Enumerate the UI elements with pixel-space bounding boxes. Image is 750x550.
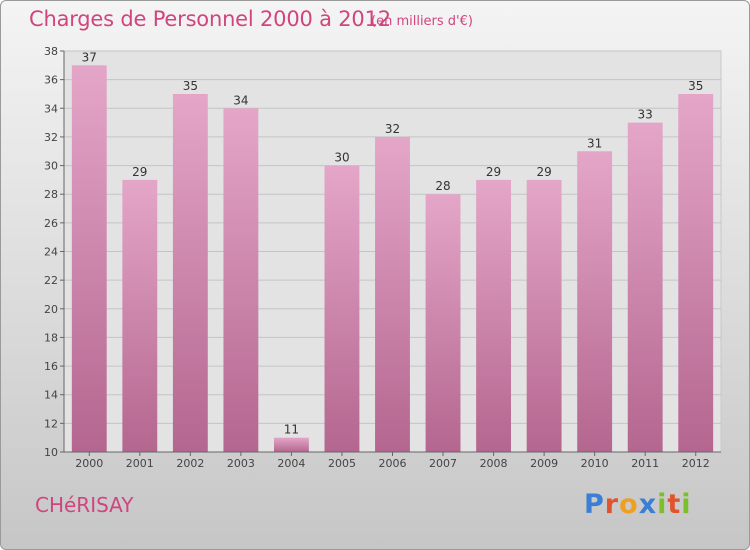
x-tick-label: 2011 xyxy=(631,457,659,470)
bar-value-label: 37 xyxy=(82,50,97,64)
bar xyxy=(375,136,410,452)
bar-value-label: 32 xyxy=(385,122,400,136)
bar xyxy=(476,179,512,452)
y-tick-label: 26 xyxy=(44,217,58,230)
x-tick-label: 2008 xyxy=(480,457,508,470)
bar-value-label: 28 xyxy=(435,179,450,193)
bar xyxy=(122,179,158,452)
x-tick-label: 2004 xyxy=(277,457,305,470)
y-tick-label: 24 xyxy=(44,246,58,259)
x-tick-label: 2012 xyxy=(682,457,710,470)
bar xyxy=(273,437,309,452)
bar xyxy=(172,93,208,452)
bar-value-label: 29 xyxy=(132,165,147,179)
bar-value-label: 34 xyxy=(233,93,248,107)
y-tick-label: 28 xyxy=(44,188,58,201)
bar xyxy=(526,179,562,452)
x-tick-label: 2002 xyxy=(176,457,204,470)
proxiti-logo: Proxiti xyxy=(584,489,692,520)
y-tick-label: 38 xyxy=(44,45,58,58)
y-tick-label: 10 xyxy=(44,446,58,459)
bar-value-label: 30 xyxy=(334,151,349,165)
logo-letter: r xyxy=(604,489,620,520)
bar xyxy=(678,93,714,452)
bar-value-label: 29 xyxy=(536,165,551,179)
chart-subtitle: (en milliers d'€) xyxy=(371,14,473,29)
bar-value-label: 29 xyxy=(486,165,501,179)
y-tick-label: 16 xyxy=(44,360,58,373)
bar-value-label: 33 xyxy=(638,108,653,122)
bar-value-label: 31 xyxy=(587,136,602,150)
bar-value-label: 35 xyxy=(688,79,703,93)
y-tick-label: 18 xyxy=(44,331,58,344)
bar xyxy=(425,194,461,452)
logo-letter: x xyxy=(638,489,658,520)
bar xyxy=(577,151,613,452)
y-tick-label: 20 xyxy=(44,303,58,316)
town-name: CHéRISAY xyxy=(35,493,134,517)
y-tick-label: 34 xyxy=(44,102,58,115)
logo-letter: i xyxy=(657,489,668,520)
x-tick-label: 2005 xyxy=(328,457,356,470)
bar xyxy=(324,165,360,453)
chart-title: Charges de Personnel 2000 à 2012 xyxy=(29,7,391,31)
y-tick-label: 32 xyxy=(44,131,58,144)
bar xyxy=(627,122,663,452)
bar xyxy=(223,108,259,453)
bar xyxy=(71,65,107,453)
x-tick-label: 2006 xyxy=(379,457,407,470)
logo-letter: o xyxy=(619,489,639,520)
bar-value-label: 35 xyxy=(183,79,198,93)
x-tick-label: 2003 xyxy=(227,457,255,470)
x-tick-label: 2000 xyxy=(75,457,103,470)
x-tick-label: 2001 xyxy=(126,457,154,470)
logo-letter: i xyxy=(681,489,692,520)
x-tick-label: 2009 xyxy=(530,457,558,470)
logo-letter: t xyxy=(667,489,682,520)
x-tick-label: 2010 xyxy=(581,457,609,470)
y-tick-label: 22 xyxy=(44,274,58,287)
y-tick-label: 12 xyxy=(44,417,58,430)
logo-letter: P xyxy=(584,489,605,520)
bar-value-label: 11 xyxy=(284,423,299,437)
y-tick-label: 30 xyxy=(44,160,58,173)
y-tick-label: 36 xyxy=(44,74,58,87)
y-tick-label: 14 xyxy=(44,389,58,402)
x-tick-label: 2007 xyxy=(429,457,457,470)
